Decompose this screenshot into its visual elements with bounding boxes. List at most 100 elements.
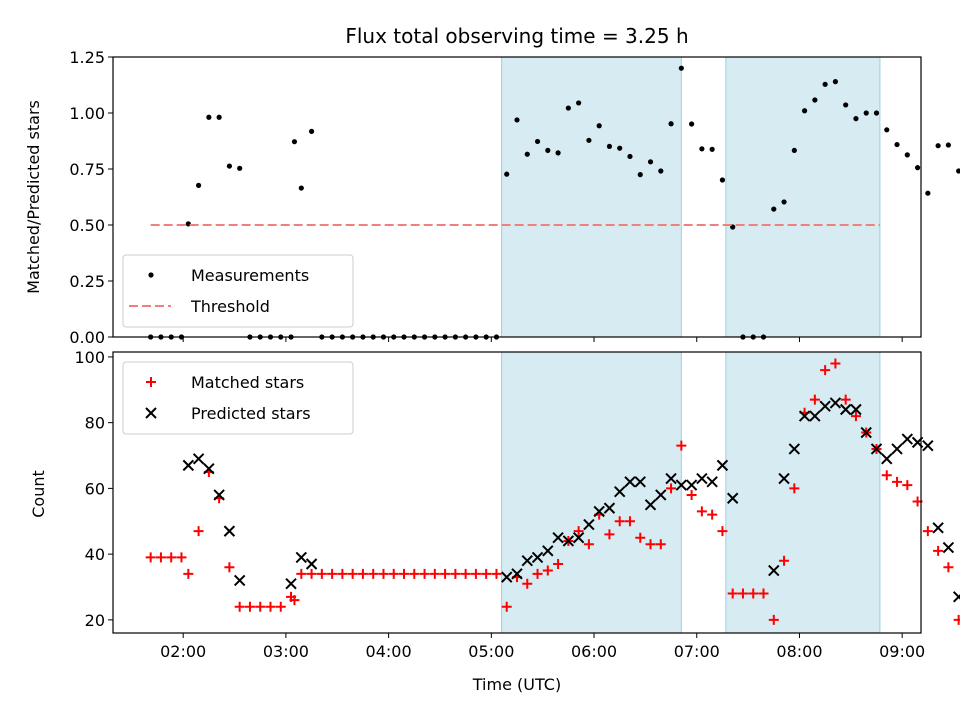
measurement-point (884, 127, 890, 133)
measurement-point (719, 177, 726, 183)
measurement-point (555, 150, 561, 156)
top-panel: 0.00 0.25 0.50 0.75 1.00 1.25 Measurements Thre… (69, 48, 960, 347)
legend-label: Matched stars (191, 373, 304, 392)
predicted-star-point (203, 462, 215, 475)
plot-frame (112, 56, 922, 338)
measurement-point (914, 165, 921, 171)
predicted-star-point (809, 410, 821, 422)
predicted-star-point (778, 472, 790, 485)
predicted-star-point (572, 531, 585, 544)
x-tick-label: 07:00 (674, 642, 720, 661)
x-tick-label: 02:00 (160, 642, 206, 661)
shaded-interval (501, 56, 682, 338)
matched-star-point (737, 588, 748, 599)
measurement-point (534, 138, 541, 145)
matched-star-point (306, 568, 317, 579)
matched-star-point (470, 568, 481, 579)
matched-star-point (289, 595, 300, 606)
measurement-point (308, 128, 315, 134)
matched-star-point (748, 588, 759, 599)
x-tick-label: 05:00 (468, 642, 514, 661)
legend-marker-measurements (148, 272, 154, 278)
plot-frame (112, 351, 922, 634)
matched-star-point (779, 555, 790, 566)
matched-star-point (296, 568, 307, 579)
matched-star-point (176, 552, 187, 563)
predicted-star-point (932, 522, 944, 534)
matched-star-point (399, 568, 410, 579)
legend: Matched stars Predicted stars (122, 361, 354, 435)
x-tick-label: 06:00 (571, 642, 617, 661)
predicted-star-point (891, 443, 903, 455)
matched-star-point (933, 545, 944, 556)
matched-star-point (275, 601, 286, 612)
predicted-star-point (881, 453, 893, 465)
y-tick-label: 0.75 (69, 160, 105, 179)
matched-star-point (501, 601, 512, 612)
predicted-star-point (706, 476, 718, 488)
matched-star-point (953, 614, 960, 625)
measurement-point (801, 108, 808, 114)
matched-star-point (717, 526, 728, 537)
measurement-point (596, 123, 602, 129)
measurement-point (668, 121, 674, 127)
y-tick-label: 0.50 (69, 216, 105, 235)
matched-star-point (809, 394, 820, 405)
measurement-point (832, 79, 839, 85)
predicted-star-point (562, 535, 575, 547)
matched-star-point (491, 568, 502, 579)
measurement-point (904, 152, 910, 158)
predicted-star-point (644, 499, 657, 511)
matched-star-point (850, 411, 861, 422)
predicted-star-point (192, 453, 205, 465)
measurement-point (647, 159, 654, 165)
measurement-point (678, 65, 684, 71)
matched-star-point (758, 588, 769, 599)
predicted-star-point (839, 403, 852, 416)
matched-star-point (727, 588, 738, 599)
matched-star-point (327, 568, 338, 579)
measurement-point (812, 97, 818, 103)
predicted-star-point (768, 564, 780, 577)
shaded-interval (501, 351, 682, 634)
predicted-star-point (716, 459, 729, 472)
measurement-point (504, 171, 510, 177)
matched-star-point (337, 568, 348, 579)
measurement-point (925, 190, 931, 196)
matched-star-point (429, 568, 440, 579)
measurement-point (586, 137, 592, 143)
matched-star-point (166, 552, 177, 563)
predicted-star-point (798, 410, 811, 422)
matched-star-point (193, 526, 204, 537)
matched-star-point (624, 516, 635, 527)
measurement-point (216, 114, 222, 120)
measurement-point (195, 182, 202, 188)
matched-star-point (481, 568, 492, 579)
predicted-star-point (675, 479, 688, 491)
predicted-star-point (552, 531, 564, 544)
predicted-star-point (223, 525, 236, 537)
measurement-point (658, 168, 664, 174)
predicted-star-point (305, 558, 318, 570)
matched-star-point (368, 568, 379, 579)
predicted-star-point (501, 571, 513, 583)
matched-star-point (155, 552, 166, 563)
predicted-star-point (593, 505, 605, 518)
y-tick-label: 60 (85, 479, 105, 498)
measurement-point (237, 165, 243, 171)
predicted-star-point (726, 492, 739, 504)
predicted-star-point (295, 551, 308, 564)
measurement-point (617, 145, 623, 151)
legend: Measurements Threshold (122, 254, 354, 328)
measurement-point (637, 172, 643, 178)
predicted-star-point (850, 403, 862, 416)
predicted-star-point (521, 554, 533, 567)
y-axis-label-top: Matched/Predicted stars (24, 100, 43, 294)
matched-star-point (450, 568, 461, 579)
matched-star-point (255, 601, 266, 612)
matched-star-point (604, 529, 615, 540)
measurement-point (524, 151, 530, 157)
matched-star-point (645, 539, 656, 550)
measurement-point (627, 153, 633, 160)
y-tick-label: 0.00 (69, 328, 105, 347)
